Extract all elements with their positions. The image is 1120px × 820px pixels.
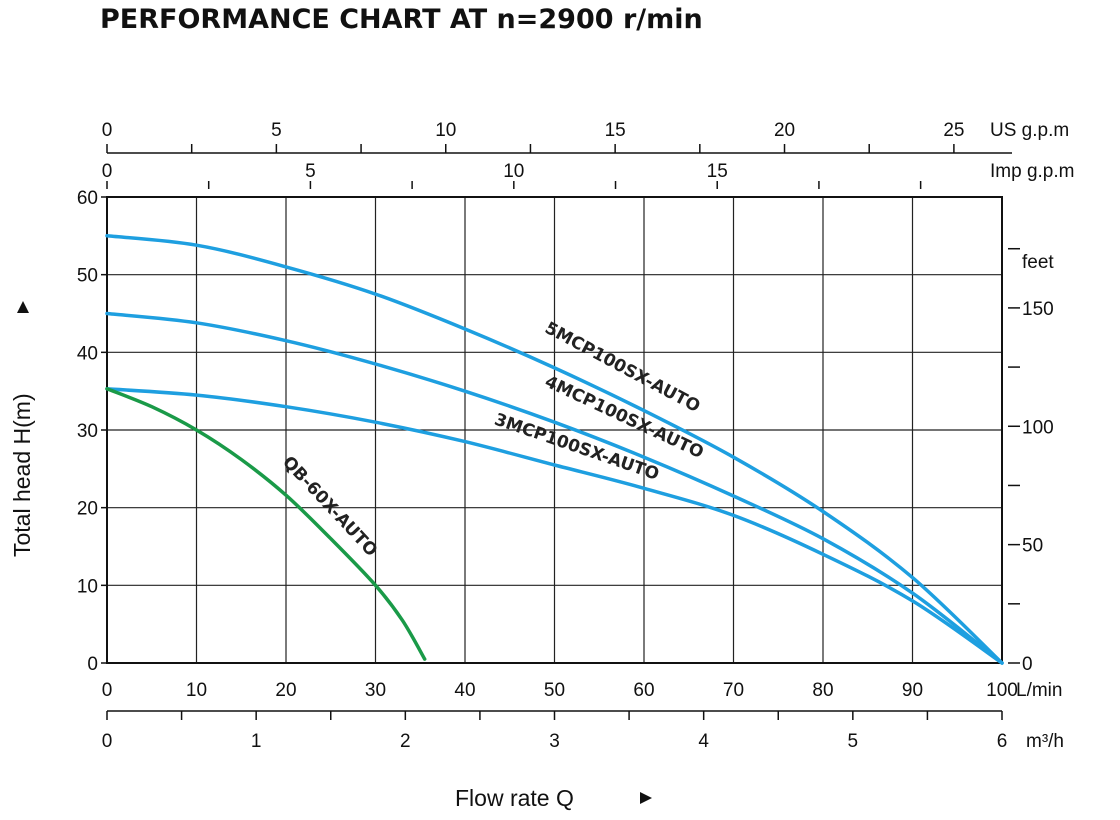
x-tick-label: 70: [723, 680, 744, 701]
m3h-tick-label: 0: [102, 731, 113, 752]
m3h-tick-label: 1: [251, 731, 262, 752]
x-tick-label: 50: [544, 680, 565, 701]
impgpm-tick-label: 10: [503, 161, 524, 182]
y-tick-label: 20: [77, 499, 98, 520]
y-tick-label: 10: [77, 576, 98, 597]
m3h-tick-label: 5: [848, 731, 859, 752]
x-tick-label: 100: [986, 680, 1018, 701]
impgpm-unit-label: Imp g.p.m: [990, 161, 1074, 182]
series-line-5mcp100sx-auto: [105, 234, 1004, 665]
feet-tick-label: 100: [1022, 417, 1054, 438]
feet-tick-label: 0: [1022, 654, 1033, 675]
m3h-unit-label: m³/h: [1026, 731, 1064, 752]
m3h-tick-label: 4: [698, 731, 709, 752]
y-tick-label: 60: [77, 188, 98, 209]
top-axes: 0 5 10 15 20 25 US g.p.m 0 5 10 15 Imp g.p.m: [102, 120, 1074, 189]
x-tick-label: 0: [102, 680, 113, 701]
x-tick-label: 90: [902, 680, 923, 701]
x-tick-label: 80: [812, 680, 833, 701]
x-tick-label: 40: [454, 680, 475, 701]
y-tick-label: 0: [87, 654, 98, 675]
usgpm-tick-label: 0: [102, 120, 113, 141]
y-tick-label: 40: [77, 343, 98, 364]
y-axis-arrow-icon: [17, 301, 29, 313]
x-tick-label: 20: [275, 680, 296, 701]
impgpm-tick-label: 5: [305, 161, 316, 182]
usgpm-tick-label: 20: [774, 120, 795, 141]
x-axis-arrow-icon: [640, 792, 652, 804]
usgpm-tick-label: 15: [605, 120, 626, 141]
series-line-3mcp100sx-auto: [105, 387, 1004, 665]
m3h-tick-label: 2: [400, 731, 411, 752]
usgpm-tick-label: 10: [435, 120, 456, 141]
y-tick-label: 50: [77, 266, 98, 287]
feet-tick-label: 50: [1022, 536, 1043, 557]
chart-title: PERFORMANCE CHART AT n=2900 r/min: [100, 4, 703, 35]
feet-unit-label: feet: [1022, 252, 1054, 273]
m3h-tick-label: 6: [997, 731, 1008, 752]
m3h-tick-label: 3: [549, 731, 560, 752]
impgpm-tick-label: 15: [707, 161, 728, 182]
x-unit-label: L/min: [1016, 680, 1062, 701]
series-label-qb-60x-auto: QB-60X-AUTO: [278, 452, 381, 560]
x-tick-label: 10: [186, 680, 207, 701]
impgpm-tick-label: 0: [102, 161, 113, 182]
series-line-qb-60x-auto: [105, 387, 427, 661]
usgpm-tick-label: 5: [271, 120, 282, 141]
series-label-5mcp100sx-auto: 5MCP100SX-AUTO: [541, 318, 703, 417]
y-axis-label: Total head H(m): [9, 393, 35, 557]
feet-axis: 150 100 50 0 feet: [1008, 247, 1054, 675]
y-tick-label: 30: [77, 421, 98, 442]
x-tick-label: 60: [633, 680, 654, 701]
feet-tick-label: 150: [1022, 299, 1054, 320]
usgpm-unit-label: US g.p.m: [990, 120, 1069, 141]
usgpm-tick-label: 25: [943, 120, 964, 141]
grid: 0 10 20 30 40 50 60: [77, 188, 1003, 675]
x-tick-label: 30: [365, 680, 386, 701]
series-line-4mcp100sx-auto: [105, 311, 1004, 665]
x-axis-label: Flow rate Q: [455, 785, 574, 811]
